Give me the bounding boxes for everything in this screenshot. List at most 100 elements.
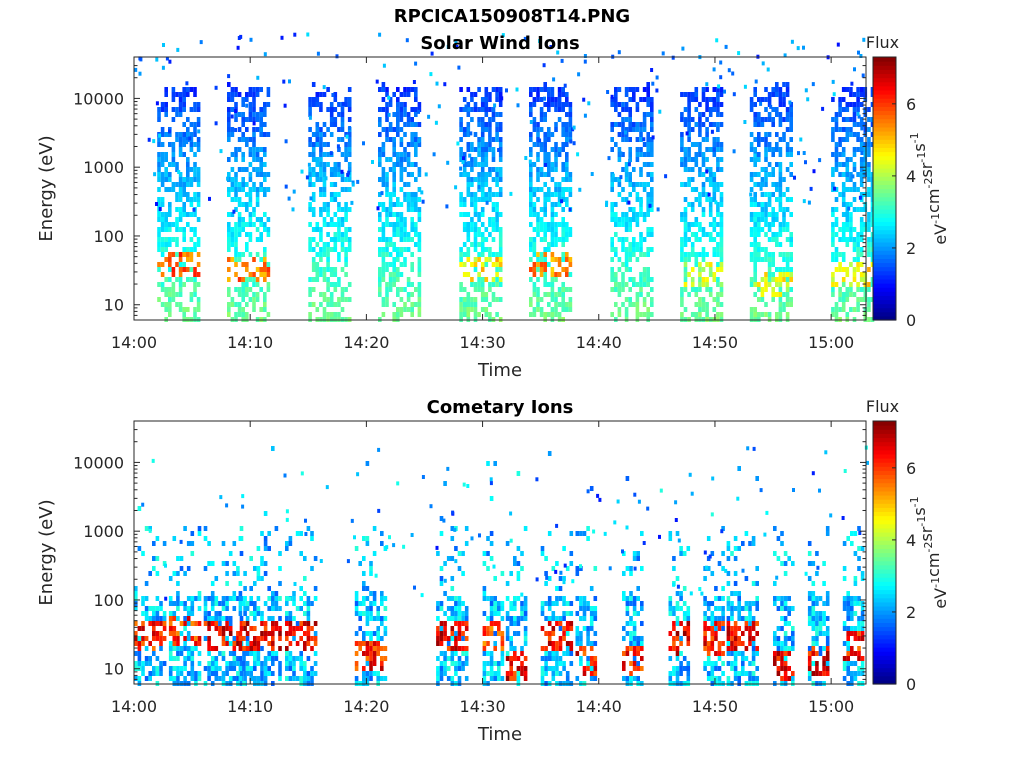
flux-cell [337,277,341,282]
flux-cell [322,292,327,297]
flux-cell [464,651,469,656]
flux-cell [326,142,330,147]
flux-cell [834,267,839,272]
flux-cell [703,601,707,606]
flux-cell [509,676,513,681]
flux-cell [785,287,790,292]
flux-cell [333,197,338,202]
flux-cell [306,656,311,661]
flux-cell [340,127,345,132]
flux-cell [539,262,544,267]
flux-cell [399,227,404,232]
flux-cell [459,287,463,292]
flux-cell [547,127,551,132]
flux-cell [237,197,242,202]
flux-cell [498,212,503,217]
flux-cell [134,606,138,611]
flux-cell [683,277,688,282]
flux-cell [529,302,533,307]
flux-cell [182,182,186,187]
flux-cell [347,282,352,287]
flux-cell [185,81,189,86]
flux-cell [480,182,485,187]
flux-cell [753,272,757,277]
flux-cell [466,122,471,127]
flux-cell [306,626,311,631]
flux-cell [311,302,316,307]
flux-cell [208,196,211,201]
flux-cell [687,122,691,127]
flux-cell [214,666,219,671]
flux-cell [562,601,566,606]
flux-cell [228,666,233,671]
flux-cell [539,267,544,272]
flux-cell [417,102,422,107]
flux-cell [245,651,250,656]
flux-cell [712,182,717,187]
colorbar-segment [873,143,896,149]
flux-cell [266,187,271,192]
flux-cell [152,611,156,616]
flux-cell [454,616,458,621]
flux-cell [271,646,275,651]
flux-cell [484,257,489,262]
flux-cell [171,237,176,242]
flux-cell [852,307,857,312]
flux-cell [719,287,724,292]
flux-cell [466,142,471,147]
flux-cell [462,107,467,112]
flux-cell [621,222,625,227]
flux-cell [260,616,264,621]
flux-cell [160,142,165,147]
flux-cell [467,161,471,166]
flux-cell [406,112,411,117]
flux-cell [672,641,676,646]
flux-cell [488,197,492,202]
flux-cell [232,651,237,656]
flux-cell [706,536,711,541]
flux-cell [319,272,323,277]
flux-cell [845,187,850,192]
flux-cell [454,596,458,601]
flux-cell [753,212,757,217]
flux-cell [176,616,180,621]
flux-cell [480,157,485,162]
flux-cell [749,212,754,217]
flux-cell [491,112,496,117]
flux-cell [764,167,768,172]
flux-cell [239,616,244,621]
flux-cell [586,601,590,606]
flux-cell [719,142,724,147]
flux-cell [757,122,761,127]
flux-cell [856,242,860,247]
flux-cell [698,277,702,282]
flux-cell [459,252,463,257]
flux-cell [461,551,465,556]
flux-cell [155,631,160,636]
flux-cell [532,207,537,212]
flux-cell [399,202,404,207]
flux-cell [310,536,314,541]
flux-cell [417,257,422,262]
flux-cell [841,267,846,272]
flux-cell [753,252,757,257]
flux-cell [378,272,382,277]
colorbar-segment [873,65,896,70]
flux-cell [539,167,544,172]
flux-cell [672,556,676,561]
flux-cell [417,292,422,297]
flux-cell [690,282,695,287]
flux-cell [388,222,393,227]
flux-cell [388,122,393,127]
flux-cell [245,137,249,142]
flux-cell [550,92,555,97]
flux-cell [701,257,706,262]
flux-cell [561,87,565,92]
flux-cell [326,202,330,207]
flux-cell [420,190,424,195]
flux-cell [157,217,161,222]
flux-cell [624,227,629,232]
flux-cell [446,596,451,601]
flux-cell [859,237,864,242]
flux-cell [168,302,172,307]
